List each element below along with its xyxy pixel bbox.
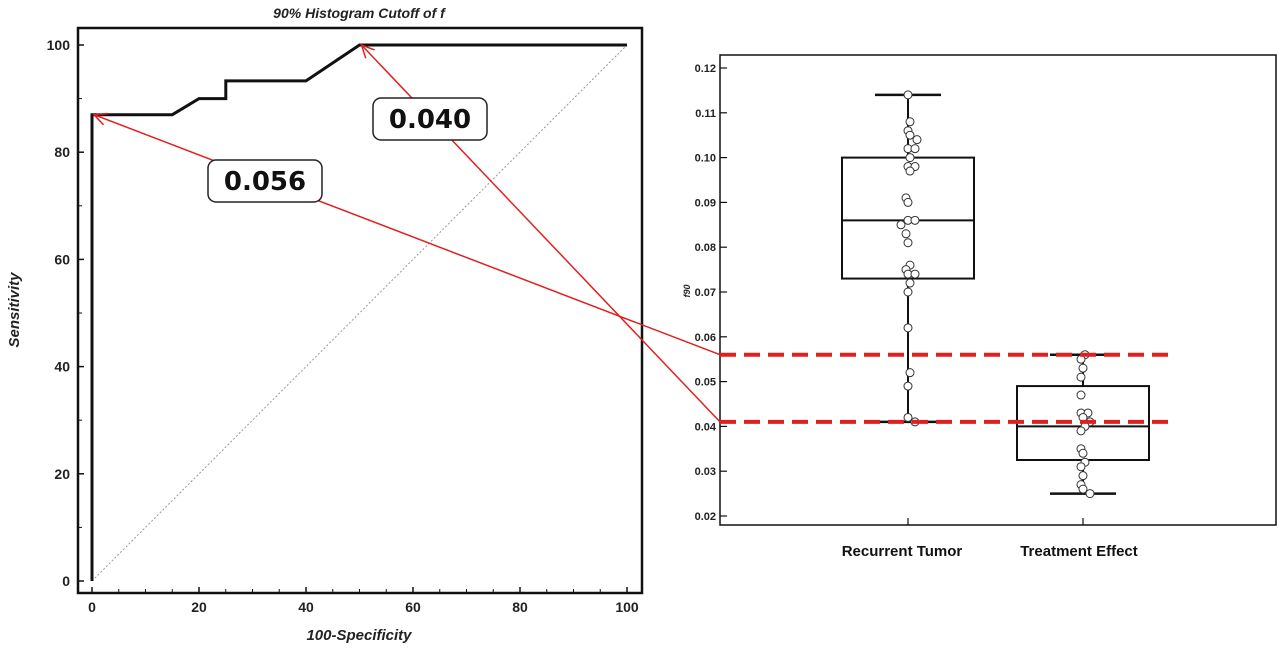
box-y-tick-label: 0.06 [695, 332, 716, 344]
roc-y-tick-label: 100 [47, 37, 71, 53]
box-y-tick-label: 0.12 [695, 63, 716, 75]
box-y-tick-label: 0.09 [695, 197, 716, 209]
data-point [1078, 363, 1088, 373]
data-point [905, 166, 915, 176]
arrow-head [360, 43, 375, 59]
annotation-label: 0.040 [372, 97, 488, 141]
data-point [1078, 484, 1088, 494]
roc-curve [90, 43, 627, 581]
roc-x-tick-label: 20 [191, 599, 207, 615]
box-y-tick-label: 0.05 [695, 377, 716, 389]
roc-y-tick-label: 80 [54, 144, 70, 160]
roc-x-label: 100-Specificity [306, 627, 412, 644]
annotation-labels: 0.056 0.040 [207, 97, 488, 203]
roc-y-tick-label: 0 [62, 573, 70, 589]
box-y-tick-label: 0.03 [695, 466, 716, 478]
box-y-axis: 0.02 0.03 0.04 0.05 0.06 0.07 0.08 0.09 0.10 0.11… [695, 63, 727, 523]
box-groups [841, 90, 1150, 525]
data-point [910, 215, 920, 225]
box-y-tick-label: 0.02 [695, 511, 716, 523]
box-y-label: f90 [682, 284, 692, 297]
box-group [1016, 350, 1150, 525]
data-point [1076, 372, 1086, 382]
data-point [1076, 462, 1086, 472]
data-point [1078, 448, 1088, 458]
roc-y-tick-label: 60 [54, 251, 70, 267]
roc-y-label: Sensitivity [6, 272, 23, 348]
data-point [901, 229, 911, 239]
data-point [1076, 426, 1086, 436]
box-y-tick-label: 0.08 [695, 242, 716, 254]
data-point [912, 135, 922, 145]
annotation-text: 0.056 [224, 167, 306, 197]
roc-x-tick-label: 40 [298, 599, 314, 615]
box-plot-chart: 0.02 0.03 0.04 0.05 0.06 0.07 0.08 0.09 0.10 0.11… [682, 54, 1277, 560]
cutoff-lines [720, 352, 1176, 424]
data-point [903, 412, 913, 422]
box-y-tick-label: 0.04 [695, 421, 717, 433]
annotation-box [372, 97, 488, 141]
box-plot-frame [719, 54, 1277, 526]
box-group [841, 90, 975, 525]
data-point [905, 153, 915, 163]
box-y-tick-label: 0.11 [695, 108, 716, 120]
data-point [905, 368, 915, 378]
roc-x-tick-label: 0 [88, 599, 96, 615]
data-point [1076, 390, 1086, 400]
roc-x-tick-label: 60 [405, 599, 421, 615]
category-label: Treatment Effect [1020, 543, 1138, 560]
box-y-tick-label: 0.07 [695, 287, 716, 299]
data-point [905, 117, 915, 127]
annotation-label: 0.056 [207, 159, 323, 203]
roc-title: 90% Histogram Cutoff of f [273, 5, 446, 21]
roc-y-axis: 0 20 40 60 80 100 [47, 37, 84, 589]
arrow-0056 [93, 113, 721, 356]
annotation-box [207, 159, 323, 203]
roc-chart: 90% Histogram Cutoff of f 0 20 40 60 80 100 0… [6, 5, 644, 644]
data-point [903, 238, 913, 248]
data-point [905, 278, 915, 288]
roc-x-tick-label: 100 [615, 599, 639, 615]
roc-reference-diagonal [91, 44, 628, 582]
roc-frame [76, 26, 644, 595]
roc-x-axis: 0 20 40 60 80 100 [88, 587, 639, 615]
data-point [910, 144, 920, 154]
data-point [1078, 471, 1088, 481]
box-categories: Recurrent Tumor Treatment Effect [842, 543, 1138, 560]
data-point [903, 197, 913, 207]
roc-y-tick-label: 40 [54, 359, 70, 375]
category-label: Recurrent Tumor [842, 543, 963, 560]
data-point [903, 287, 913, 297]
roc-y-tick-label: 20 [54, 466, 70, 482]
data-point [1085, 489, 1095, 499]
data-point [903, 323, 913, 333]
data-point [903, 381, 913, 391]
data-point [903, 90, 913, 100]
roc-x-tick-label: 80 [512, 599, 528, 615]
arrow-head [92, 112, 109, 126]
data-point [905, 130, 915, 140]
data-point [896, 220, 906, 230]
data-point [910, 269, 920, 279]
annotation-text: 0.040 [389, 105, 471, 135]
box-y-tick-label: 0.10 [695, 153, 716, 165]
